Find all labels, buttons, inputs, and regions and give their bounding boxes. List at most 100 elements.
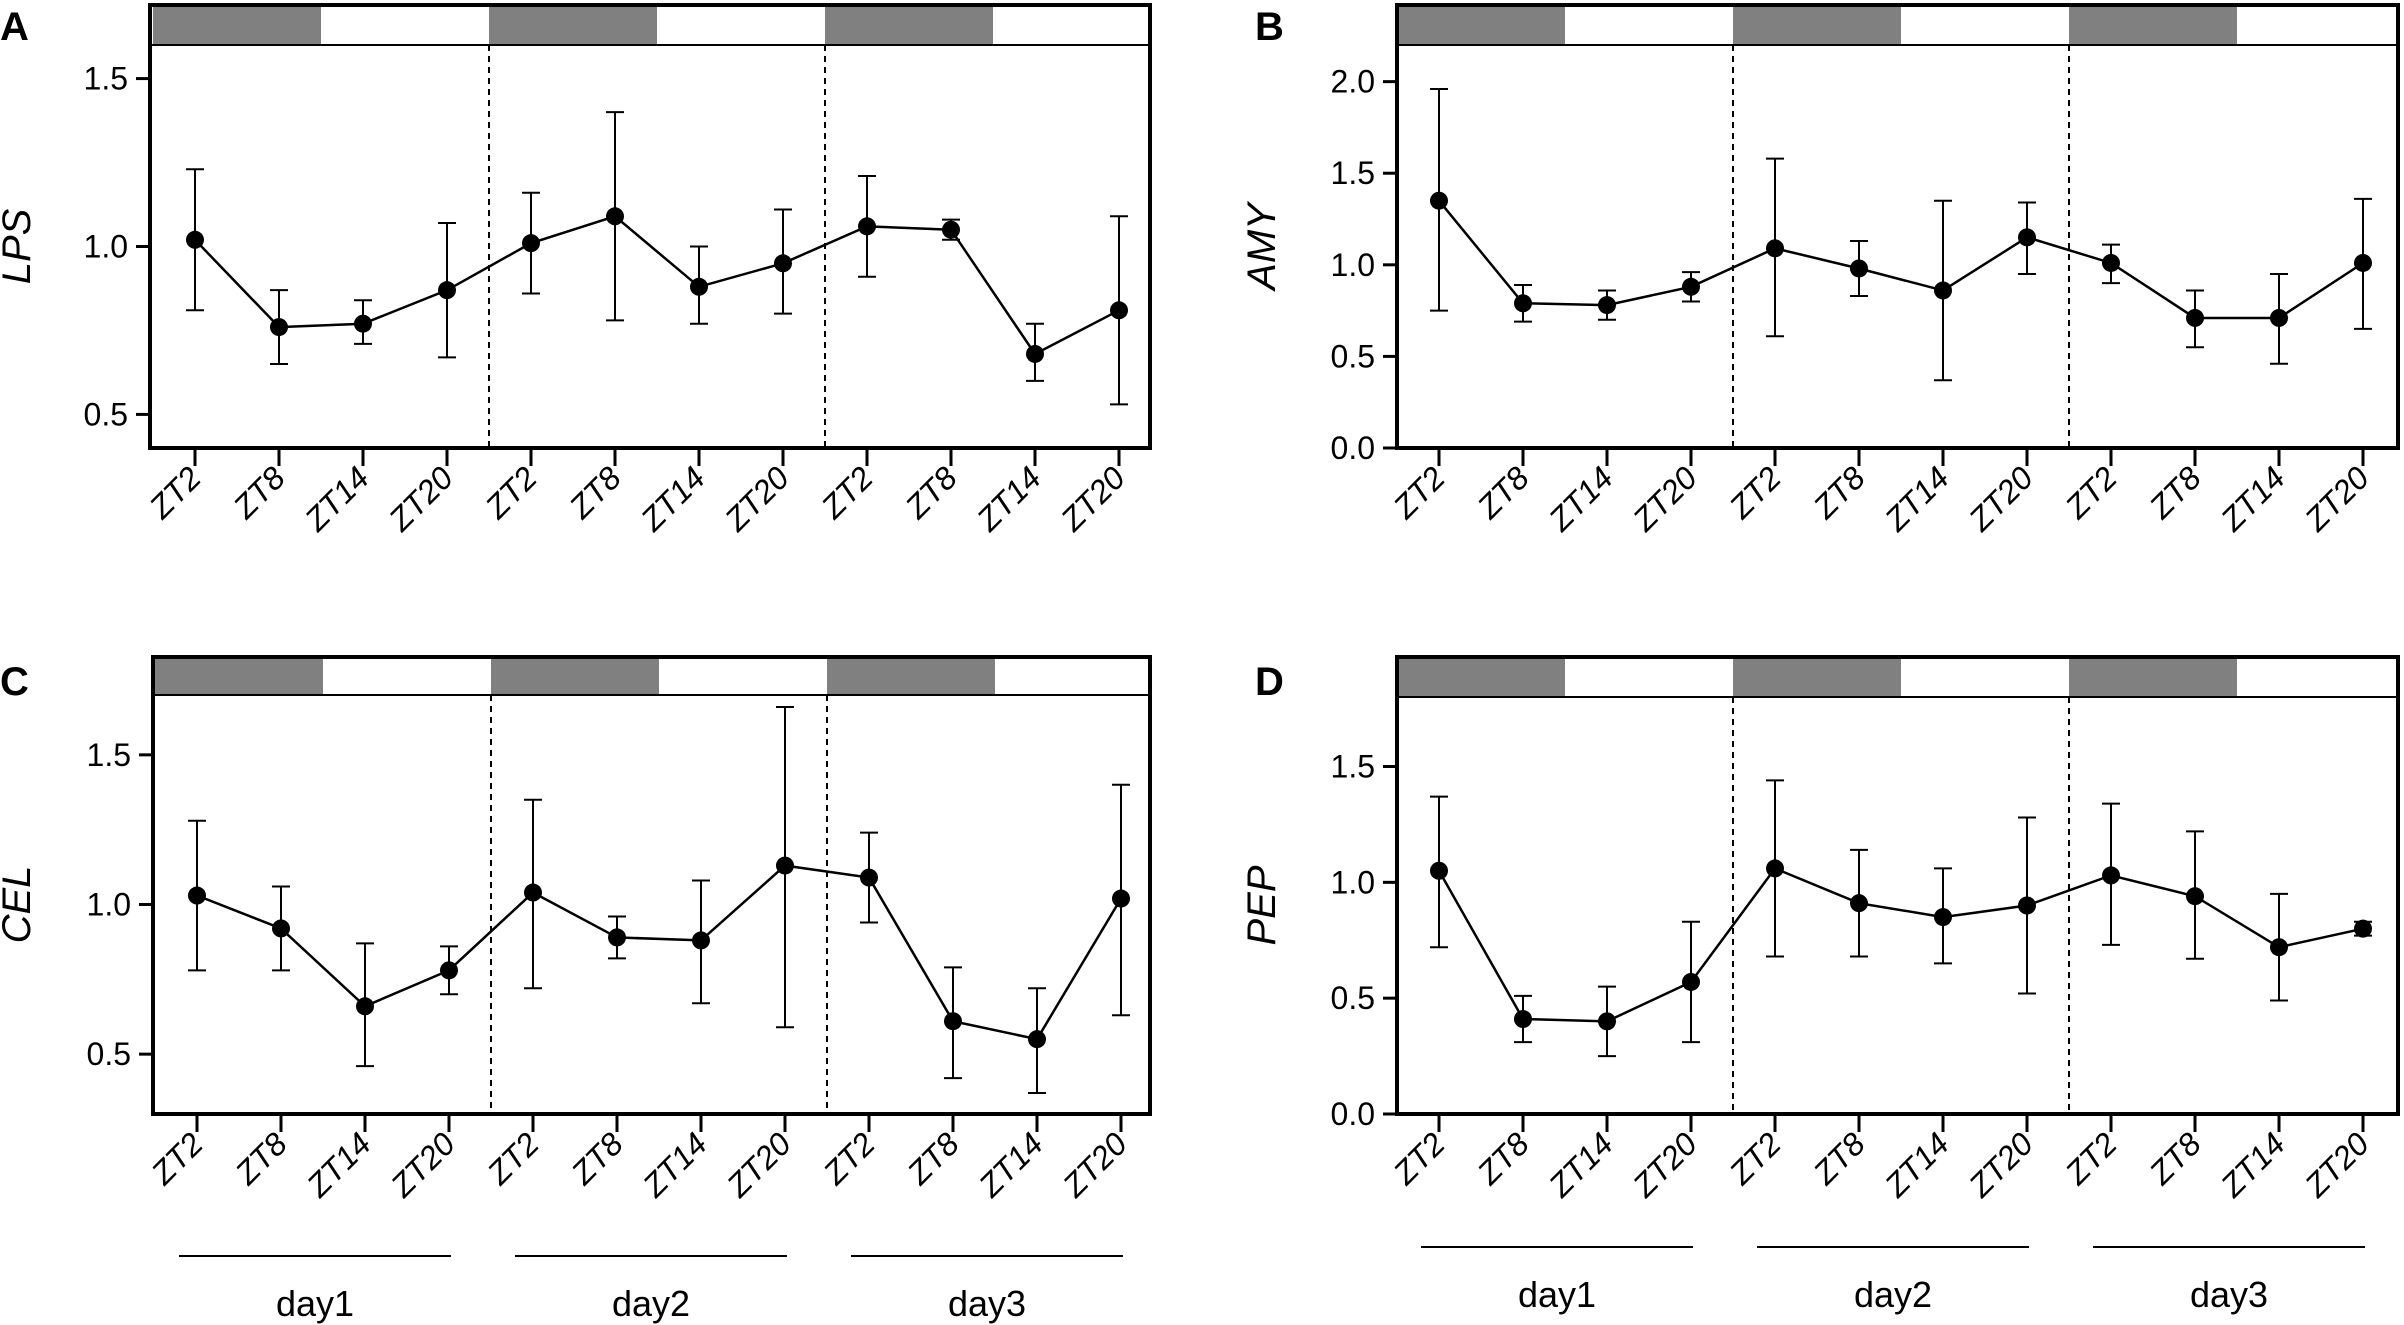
y-tick-label: 1.5	[84, 61, 128, 97]
dark-phase-bar	[1733, 5, 1901, 45]
data-point	[1514, 294, 1532, 313]
series-line	[1437, 866, 2364, 1023]
data-point	[860, 868, 878, 887]
x-tick-label: ZT14	[2213, 459, 2292, 538]
y-tick-label: 1.0	[1331, 864, 1375, 900]
data-point	[356, 997, 374, 1016]
x-tick-label: ZT20	[1625, 459, 1704, 538]
y-axis-label: CEL	[0, 866, 39, 944]
day-label: day3	[2190, 1274, 2268, 1315]
x-tick-label: ZT2	[1386, 1125, 1453, 1192]
x-tick-label: ZT20	[2297, 1125, 2376, 1204]
x-tick-label: ZT14	[2213, 1125, 2292, 1204]
data-point	[1028, 1030, 1046, 1049]
data-point	[2102, 866, 2120, 885]
x-tick-label: ZT20	[1961, 1125, 2040, 1204]
data-point	[1112, 889, 1130, 908]
data-point	[272, 919, 290, 938]
x-tick-label: ZT20	[1053, 459, 1132, 538]
dark-phase-bar	[1397, 657, 1565, 697]
y-tick-label: 0.5	[84, 396, 128, 432]
dark-phase-bar	[155, 657, 323, 695]
data-point	[1766, 859, 1784, 878]
panel-letter: A	[0, 5, 29, 49]
y-tick-label: 1.5	[87, 737, 131, 773]
data-point	[438, 281, 456, 300]
data-point	[1682, 277, 1700, 296]
x-tick-label: ZT20	[1625, 1125, 1704, 1204]
x-tick-label: ZT2	[144, 1125, 211, 1192]
data-point	[186, 230, 204, 249]
data-point	[1598, 296, 1616, 315]
x-tick-label: ZT20	[719, 1125, 798, 1204]
day-label: day1	[276, 1283, 354, 1324]
x-tick-label: ZT8	[1806, 459, 1873, 526]
data-point	[354, 314, 372, 333]
dark-phase-bar	[2069, 5, 2237, 45]
x-tick-label: ZT14	[635, 1125, 714, 1204]
x-tick-label: ZT2	[480, 1125, 547, 1192]
x-tick-label: ZT14	[1541, 1125, 1620, 1204]
y-tick-label: 2.0	[1331, 64, 1375, 100]
data-point	[942, 220, 960, 239]
x-tick-label: ZT20	[1961, 459, 2040, 538]
day-label: day2	[612, 1283, 690, 1324]
plot-frame	[1395, 655, 2400, 1116]
data-point	[1514, 1010, 1532, 1029]
x-tick-label: ZT8	[564, 1125, 631, 1192]
data-point	[188, 886, 206, 905]
y-axis-label: AMY	[1240, 200, 1284, 292]
data-point	[2186, 308, 2204, 327]
y-tick-label: 1.0	[1331, 247, 1375, 283]
data-point	[270, 318, 288, 337]
data-point	[1850, 894, 1868, 913]
data-point	[522, 234, 540, 253]
y-axis-label: LPS	[0, 208, 39, 284]
panel-letter: B	[1255, 5, 1284, 49]
x-tick-label: ZT2	[478, 459, 545, 526]
day-label: day1	[1518, 1274, 1596, 1315]
data-point	[1430, 861, 1448, 880]
x-tick-label: ZT14	[1541, 459, 1620, 538]
x-tick-label: ZT14	[299, 1125, 378, 1204]
data-point	[1850, 259, 1868, 278]
data-point	[606, 207, 624, 226]
dark-phase-bar	[489, 5, 657, 45]
dark-phase-bar	[1397, 5, 1565, 45]
data-point	[440, 961, 458, 980]
x-tick-label: ZT2	[2058, 1125, 2125, 1192]
x-tick-label: ZT14	[971, 1125, 1050, 1204]
x-tick-label: ZT8	[2142, 459, 2209, 526]
x-tick-label: ZT20	[2297, 459, 2376, 538]
day-label: day2	[1854, 1274, 1932, 1315]
dark-phase-bar	[825, 5, 993, 45]
y-tick-label: 0.5	[1331, 980, 1375, 1016]
plot-frame	[151, 655, 1152, 1116]
y-tick-label: 0.0	[1331, 430, 1375, 466]
x-tick-label: ZT14	[969, 459, 1048, 538]
data-point	[690, 277, 708, 296]
x-tick-label: ZT2	[816, 1125, 883, 1192]
data-point	[774, 254, 792, 273]
data-point	[1430, 191, 1448, 210]
x-tick-label: ZT2	[2058, 459, 2125, 526]
data-point	[1598, 1012, 1616, 1031]
data-point	[1934, 908, 1952, 927]
x-tick-label: ZT20	[381, 459, 460, 538]
x-tick-label: ZT20	[717, 459, 796, 538]
data-point	[1934, 281, 1952, 300]
data-point	[692, 931, 710, 950]
data-point	[944, 1012, 962, 1031]
data-point	[1110, 301, 1128, 320]
data-point	[1766, 239, 1784, 258]
data-point	[2018, 896, 2036, 915]
x-tick-label: ZT14	[633, 459, 712, 538]
x-tick-label: ZT2	[1386, 459, 1453, 526]
x-tick-label: ZT8	[228, 1125, 295, 1192]
data-point	[524, 883, 542, 902]
dark-phase-bar	[827, 657, 995, 695]
data-point	[2102, 253, 2120, 272]
